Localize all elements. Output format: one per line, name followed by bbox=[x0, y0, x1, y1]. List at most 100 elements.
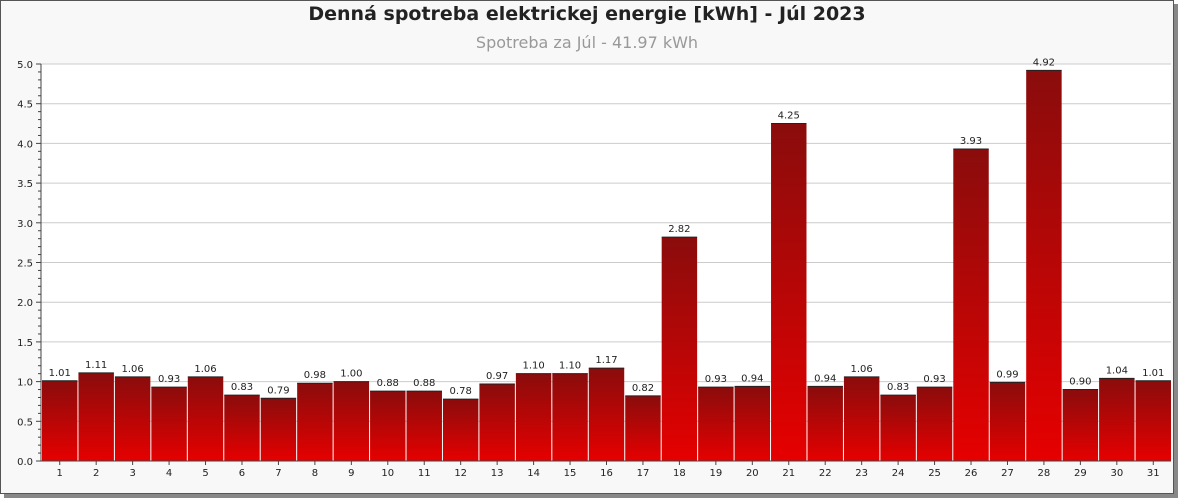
bar-value-label: 1.06 bbox=[194, 364, 216, 375]
bar-value-label: 0.88 bbox=[413, 378, 435, 389]
bar-value-label: 0.99 bbox=[996, 369, 1018, 380]
bar-value-label: 0.97 bbox=[486, 371, 508, 382]
bar-value-label: 0.90 bbox=[1069, 377, 1091, 388]
x-tick-label: 5 bbox=[202, 468, 208, 479]
bar bbox=[260, 398, 297, 461]
bar bbox=[515, 373, 552, 461]
bar-value-label: 1.04 bbox=[1106, 365, 1128, 376]
y-tick-label: 3.5 bbox=[17, 179, 33, 190]
y-tick-label: 1.5 bbox=[17, 338, 33, 349]
y-tick-label: 0.5 bbox=[17, 417, 33, 428]
chart-title: Denná spotreba elektrickej energie [kWh]… bbox=[308, 3, 866, 25]
y-tick-label: 4.0 bbox=[17, 139, 33, 150]
bar bbox=[479, 383, 515, 461]
x-tick-label: 9 bbox=[348, 468, 354, 479]
x-tick-label: 19 bbox=[709, 468, 722, 479]
x-tick-label: 20 bbox=[746, 468, 759, 479]
x-tick-label: 24 bbox=[892, 468, 905, 479]
x-tick-label: 27 bbox=[1001, 468, 1014, 479]
bar bbox=[297, 383, 333, 461]
x-tick-label: 11 bbox=[418, 468, 431, 479]
bar-value-label: 4.92 bbox=[1033, 57, 1055, 68]
bar bbox=[114, 376, 151, 461]
x-tick-label: 14 bbox=[527, 468, 540, 479]
x-tick-label: 25 bbox=[928, 468, 941, 479]
bar-value-label: 0.93 bbox=[158, 374, 180, 385]
bar-value-label: 0.88 bbox=[377, 378, 399, 389]
bar bbox=[734, 386, 771, 461]
bar bbox=[953, 148, 989, 461]
y-tick-label: 5.0 bbox=[17, 60, 33, 71]
x-tick-label: 23 bbox=[855, 468, 868, 479]
bar bbox=[1099, 378, 1135, 461]
x-tick-label: 17 bbox=[637, 468, 650, 479]
bar-value-label: 0.93 bbox=[705, 374, 727, 385]
bar-value-label: 4.25 bbox=[778, 111, 800, 122]
bar bbox=[807, 386, 843, 461]
x-tick-label: 30 bbox=[1110, 468, 1123, 479]
bar-value-label: 0.98 bbox=[304, 370, 326, 381]
bar-value-label: 2.82 bbox=[668, 224, 690, 235]
bar-value-label: 1.11 bbox=[85, 360, 107, 371]
bar-value-label: 1.17 bbox=[595, 355, 617, 366]
y-tick-label: 2.0 bbox=[17, 298, 33, 309]
bar bbox=[916, 387, 953, 461]
bar bbox=[333, 381, 370, 461]
bar bbox=[406, 391, 442, 461]
bar-value-label: 0.82 bbox=[632, 383, 654, 394]
bar-value-label: 0.94 bbox=[814, 373, 836, 384]
bar-value-label: 1.00 bbox=[340, 369, 362, 380]
x-tick-label: 13 bbox=[491, 468, 504, 479]
bar bbox=[1062, 389, 1099, 461]
bar bbox=[42, 380, 78, 461]
x-tick-label: 7 bbox=[275, 468, 281, 479]
bar-value-label: 0.83 bbox=[231, 382, 253, 393]
bar-chart: 0.0 0.5 1.0 1.5 2.0 2.5 3.0 3.5 4.0 4.5 5.0 1.01 1 1.… bbox=[17, 57, 1171, 479]
y-tick-label: 4.5 bbox=[17, 100, 33, 111]
bar bbox=[989, 382, 1026, 461]
chart-subtitle: Spotreba za Júl - 41.97 kWh bbox=[475, 33, 699, 52]
bar bbox=[370, 391, 406, 461]
x-tick-label: 4 bbox=[166, 468, 172, 479]
bar-value-label: 1.10 bbox=[522, 361, 544, 372]
x-tick-label: 12 bbox=[454, 468, 467, 479]
x-tick-label: 6 bbox=[239, 468, 245, 479]
bar-value-label: 0.93 bbox=[923, 374, 945, 385]
bar-value-label: 0.94 bbox=[741, 373, 763, 384]
bar-value-label: 3.93 bbox=[960, 136, 982, 147]
bar bbox=[771, 123, 807, 462]
bar bbox=[78, 372, 114, 461]
x-tick-label: 29 bbox=[1074, 468, 1087, 479]
bar bbox=[625, 395, 661, 461]
bar bbox=[880, 395, 916, 461]
x-tick-label: 1 bbox=[57, 468, 63, 479]
x-tick-label: 16 bbox=[600, 468, 613, 479]
x-tick-label: 15 bbox=[564, 468, 577, 479]
bar bbox=[187, 376, 224, 461]
x-tick-label: 10 bbox=[381, 468, 394, 479]
bar bbox=[151, 387, 187, 461]
x-tick-label: 3 bbox=[129, 468, 135, 479]
bar-value-label: 1.06 bbox=[851, 364, 873, 375]
bar-value-label: 1.10 bbox=[559, 361, 581, 372]
bar bbox=[442, 399, 479, 461]
bar bbox=[698, 387, 734, 461]
bar-value-label: 1.01 bbox=[1142, 368, 1164, 379]
bar bbox=[843, 376, 880, 461]
bar bbox=[1026, 70, 1062, 462]
x-tick-label: 31 bbox=[1147, 468, 1160, 479]
bar bbox=[1135, 380, 1171, 461]
bar-value-label: 0.83 bbox=[887, 382, 909, 393]
bar-value-label: 1.06 bbox=[121, 364, 143, 375]
bar-value-label: 0.79 bbox=[267, 385, 289, 396]
bar-value-label: 0.78 bbox=[450, 386, 472, 397]
x-tick-label: 8 bbox=[312, 468, 318, 479]
bar bbox=[661, 237, 698, 461]
x-tick-label: 22 bbox=[819, 468, 832, 479]
y-tick-label: 0.0 bbox=[17, 457, 33, 468]
x-tick-label: 28 bbox=[1038, 468, 1051, 479]
x-tick-label: 26 bbox=[965, 468, 978, 479]
x-tick-label: 2 bbox=[93, 468, 99, 479]
x-tick-label: 18 bbox=[673, 468, 686, 479]
